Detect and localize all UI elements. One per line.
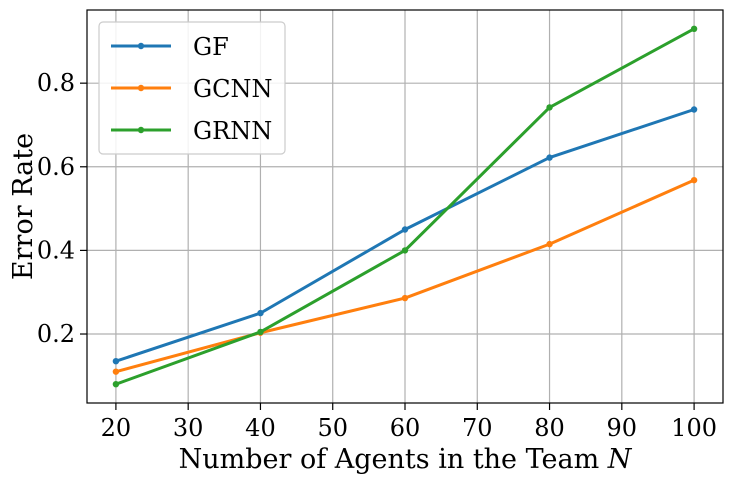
data-point-grnn [112, 380, 120, 388]
x-tick-label: 80 [534, 414, 565, 442]
x-tick-label: 30 [173, 414, 204, 442]
data-point-grnn [690, 25, 698, 33]
data-point-grnn [401, 247, 409, 254]
data-point-grnn [546, 104, 553, 111]
x-tick-label: 60 [390, 414, 421, 442]
legend-label-grnn: GRNN [193, 117, 272, 145]
data-point-gcnn [401, 294, 409, 302]
y-tick-label: 0.2 [37, 320, 75, 348]
x-tick-label: 90 [607, 414, 638, 442]
legend-marker-gf [137, 42, 145, 50]
data-point-gcnn [112, 368, 120, 375]
legend-label-gf: GF [193, 33, 229, 61]
legend-marker-gcnn [137, 84, 145, 92]
legend-box [98, 21, 286, 155]
axis-ticks: 20 30 40 50 60 70 80 90 100 0.2 0.4 0.6 0.8 [37, 69, 717, 442]
data-point-gcnn [690, 176, 698, 184]
legend-label-gcnn: GCNN [193, 75, 273, 103]
data-point-gf [257, 309, 264, 317]
y-tick-label: 0.6 [37, 153, 75, 181]
x-axis-title-variable: N [607, 444, 633, 475]
data-point-gcnn [546, 240, 553, 248]
x-tick-label: 20 [101, 414, 132, 442]
data-point-grnn [257, 328, 264, 336]
x-tick-label: 70 [462, 414, 493, 442]
x-axis-title: Number of Agents in the Team N [179, 444, 633, 475]
series-lines [112, 25, 698, 388]
data-point-gf [112, 357, 120, 365]
data-point-gf [401, 226, 409, 233]
x-tick-label: 40 [245, 414, 276, 442]
y-axis-title: Error Rate [8, 133, 39, 280]
data-point-gf [546, 154, 553, 161]
y-tick-label: 0.4 [37, 236, 75, 264]
x-tick-label: 100 [671, 414, 717, 442]
data-point-gf [690, 106, 698, 113]
x-axis-title-main: Number of Agents in the Team [179, 444, 608, 475]
x-tick-label: 50 [317, 414, 348, 442]
legend-marker-grnn [137, 126, 145, 134]
y-tick-label: 0.8 [37, 69, 75, 97]
legend: GF GCNN GRNN [98, 21, 286, 155]
